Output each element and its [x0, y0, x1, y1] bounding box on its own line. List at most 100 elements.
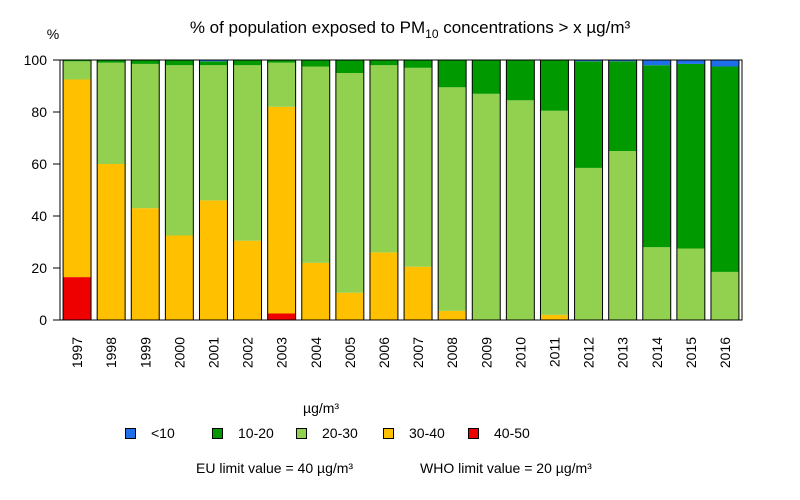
bar-segment-2007-30-40 [404, 266, 433, 320]
bar-segment-2015-<10 [676, 60, 705, 64]
x-tick-label: 2008 [444, 337, 460, 368]
bar-segment-2000-10-20 [165, 60, 194, 66]
bar-segment-2000-30-40 [165, 235, 194, 320]
y-tick-label: 0 [39, 312, 47, 328]
bar-segment-2006-10-20 [369, 60, 398, 66]
bar-segment-2005-10-20 [335, 60, 364, 73]
legend-unit-label: µg/m³ [303, 400, 340, 416]
bar-segment-2002-30-40 [233, 240, 262, 320]
bar-segment-2001-30-40 [199, 200, 228, 320]
bar-segment-2005-30-40 [335, 292, 364, 320]
bar-segment-1997-10-20 [63, 60, 92, 62]
bar-segment-2002-20-30 [233, 65, 262, 241]
bar-segment-2006-20-30 [369, 65, 398, 253]
bar-segment-1998-30-40 [97, 164, 126, 320]
bar-segment-2013-10-20 [608, 61, 637, 151]
legend-item-30-40: 30-40 [383, 425, 445, 441]
bar-segment-2016-10-20 [710, 66, 739, 272]
bar-segment-2009-10-20 [472, 60, 501, 94]
legend-item-10-20: 10-20 [212, 425, 274, 441]
legend-label: 10-20 [238, 425, 274, 441]
x-tick-label: 2015 [683, 337, 699, 368]
y-axis-label: % [47, 26, 59, 42]
x-tick-label: 2000 [171, 337, 187, 368]
bar-segment-2010-10-20 [506, 60, 535, 101]
legend-item-20-30: 20-30 [296, 425, 358, 441]
x-tick-label: 2013 [615, 337, 631, 368]
bar-segment-2011-30-40 [540, 314, 569, 320]
x-tick-label: 2001 [205, 337, 221, 368]
plot-frame [59, 59, 743, 321]
x-tick-label: 2011 [546, 337, 562, 367]
y-tick-label: 80 [31, 104, 47, 120]
bar-stack-group [62, 59, 740, 321]
y-tick-label: 60 [31, 156, 47, 172]
bar-segment-2014-<10 [642, 60, 671, 66]
legend-swatch [125, 427, 136, 439]
bar-segment-2012-<10 [574, 60, 603, 62]
bar-segment-2013-20-30 [608, 151, 637, 320]
bar-segment-2016-20-30 [710, 271, 739, 320]
x-tick-label: 2014 [649, 337, 665, 368]
x-tick-label: 2004 [308, 337, 324, 368]
y-tick-label: 100 [24, 52, 48, 68]
x-tick-label: 2010 [512, 337, 528, 368]
eu-limit-text: EU limit value = 40 µg/m³ [196, 460, 354, 476]
bar-segment-1997-30-40 [63, 79, 92, 278]
bar-segment-2016-<10 [710, 60, 739, 67]
x-tick-label: 2009 [478, 337, 494, 368]
legend-label: <10 [151, 425, 175, 441]
bar-segment-2003-30-40 [267, 106, 296, 314]
y-tick-label: 20 [31, 260, 47, 276]
x-tick-label: 1997 [69, 337, 85, 368]
bar-segment-1997-40-50 [63, 277, 92, 320]
legend-row: <10 10-20 20-30 30-40 40-50 [0, 425, 800, 445]
bar-segment-2013-<10 [608, 60, 637, 62]
legend-label: 40-50 [494, 425, 530, 441]
bar-segment-2004-30-40 [301, 262, 330, 320]
bar-segment-2001-10-20 [199, 61, 228, 66]
bar-segment-2005-20-30 [335, 73, 364, 293]
x-tick-label: 1999 [137, 337, 153, 368]
legend-swatch [212, 427, 223, 439]
bar-segment-2006-30-40 [369, 252, 398, 320]
y-axis: 0 20 40 60 80 100 [24, 52, 60, 328]
bar-segment-2015-20-30 [676, 248, 705, 320]
bar-segment-2009-20-30 [472, 93, 501, 320]
bar-segment-2010-20-30 [506, 100, 535, 320]
bar-segment-2002-10-20 [233, 60, 262, 66]
bar-segment-1999-30-40 [131, 208, 160, 320]
bar-segment-2012-10-20 [574, 61, 603, 168]
bar-segment-2008-30-40 [438, 310, 467, 320]
y-tick-label: 40 [31, 208, 47, 224]
bar-segment-2008-10-20 [438, 60, 467, 88]
x-tick-label: 2012 [581, 337, 597, 368]
bar-segment-1999-20-30 [131, 63, 160, 209]
x-tick-label: 2005 [342, 337, 358, 368]
bar-segment-1999-10-20 [131, 60, 160, 64]
who-limit-text: WHO limit value = 20 µg/m³ [420, 460, 592, 476]
x-tick-label: 2007 [410, 337, 426, 368]
legend-swatch [468, 427, 479, 439]
bar-segment-2012-20-30 [574, 167, 603, 320]
bar-segment-2004-10-20 [301, 60, 330, 67]
x-tick-label: 1998 [103, 337, 119, 368]
legend-swatch [296, 427, 307, 439]
legend-item-lt10: <10 [125, 425, 175, 441]
bar-segment-1998-10-20 [97, 60, 126, 63]
bar-segment-2003-20-30 [267, 62, 296, 107]
bar-segment-2003-40-50 [267, 313, 296, 320]
chart-title: % of population exposed to PM10 concentr… [190, 18, 631, 41]
bar-segment-2001-<10 [199, 60, 228, 62]
x-axis-labels: 1997 1998 1999 2000 2001 2002 2003 2004 2005 2006… [69, 337, 733, 368]
bar-segment-2007-20-30 [404, 67, 433, 267]
x-tick-label: 2006 [376, 337, 392, 368]
bar-segment-1998-20-30 [97, 62, 126, 164]
bar-segment-2003-10-20 [267, 60, 296, 63]
bar-segment-2001-20-30 [199, 65, 228, 201]
legend-swatch [383, 427, 394, 439]
legend-label: 30-40 [409, 425, 445, 441]
bar-segment-2011-20-30 [540, 110, 569, 315]
legend: µg/m³ <10 10-20 20-30 30-40 40-50 EU lim… [0, 396, 800, 496]
x-tick-label: 2003 [274, 337, 290, 368]
